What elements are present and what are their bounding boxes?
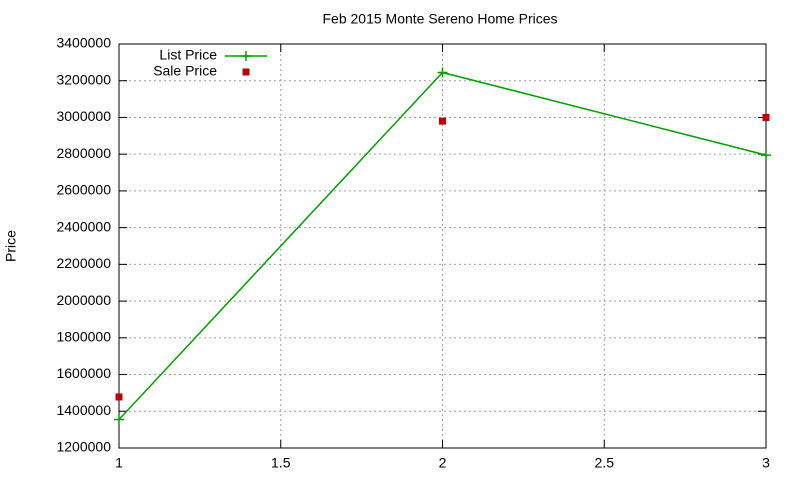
x-tick-label: 2.5 — [595, 455, 615, 471]
y-tick-label: 2200000 — [56, 255, 111, 271]
plot-border — [118, 43, 767, 449]
y-tick-label: 3000000 — [56, 108, 111, 124]
y-tick-label: 1800000 — [56, 329, 111, 345]
y-tick-label: 2000000 — [56, 292, 111, 308]
legend-marker — [242, 68, 250, 76]
point-marker — [437, 67, 448, 78]
chart-title: Feb 2015 Monte Sereno Home Prices — [322, 11, 557, 27]
x-tick-label: 1 — [115, 455, 123, 471]
point-marker — [115, 393, 123, 401]
y-tick-label: 3400000 — [56, 35, 111, 51]
y-tick-label: 2400000 — [56, 218, 111, 234]
y-axis-label: Price — [3, 230, 19, 262]
x-tick-label: 2 — [439, 455, 447, 471]
point-marker — [762, 113, 770, 121]
y-tick-label: 2600000 — [56, 182, 111, 198]
x-tick-label: 3 — [762, 455, 770, 471]
point-marker — [761, 150, 771, 161]
y-tick-label: 2800000 — [56, 145, 111, 161]
y-tick-label: 3200000 — [56, 71, 111, 87]
y-tick-label: 1400000 — [56, 402, 111, 418]
legend-label: Sale Price — [153, 63, 217, 79]
x-tick-label: 1.5 — [271, 455, 291, 471]
point-marker — [114, 414, 124, 425]
y-tick-label: 1200000 — [56, 439, 111, 455]
y-tick-label: 1600000 — [56, 365, 111, 381]
legend-label: List Price — [159, 47, 217, 63]
legend-marker — [241, 51, 251, 61]
point-marker — [439, 117, 446, 125]
